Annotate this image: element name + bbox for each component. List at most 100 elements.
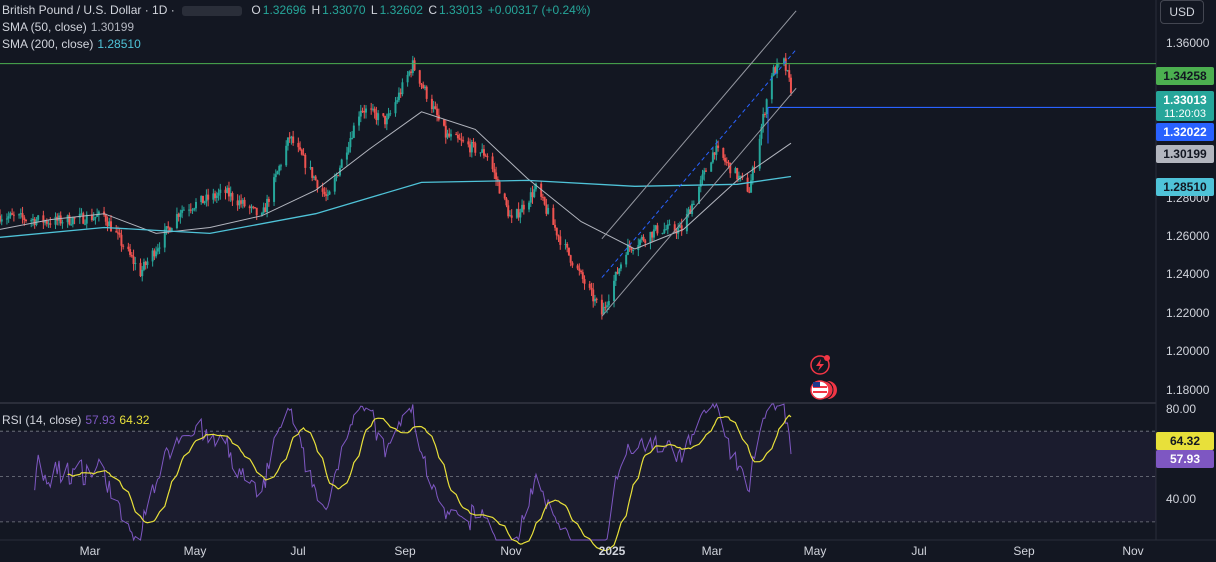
candle-body [299,147,302,150]
candle-body [205,194,208,202]
candle-body [179,212,182,217]
candle-body [533,189,536,198]
candle-body [410,71,413,73]
countdown-timer: 11:20:03 [1163,108,1206,120]
candle-body [345,152,348,160]
candle-body [540,183,543,197]
candle-body [96,214,99,217]
candle-body [737,175,740,180]
candle-body [193,208,196,210]
candle-body [592,289,595,302]
candle-body [531,192,534,198]
resistance-price-tag[interactable]: 1.34258 [1156,67,1214,85]
flash-event-icon[interactable] [810,355,830,375]
candle-body [432,106,435,110]
candle-body [278,166,281,172]
candle-body [264,207,267,213]
candle-body [640,236,643,240]
candle-body [82,213,85,224]
candle-body [328,191,331,195]
candle-body [522,204,525,210]
candle-body [521,204,524,213]
last-price-tag[interactable]: 1.33013 11:20:03 [1156,91,1214,121]
candle-body [252,206,255,208]
candle-body [191,209,194,211]
candle-body [44,220,47,223]
candle-body [729,162,732,174]
candle-body [132,256,135,264]
candle-body [491,156,494,170]
sma50-price-tag: 1.30199 [1156,145,1214,163]
candle-body [642,236,645,241]
candle-body [547,207,550,214]
candle-body [616,271,619,274]
candle-body [583,279,586,284]
candle-body [519,212,522,218]
candle-body [722,147,725,158]
candle-body [57,215,60,221]
candle-body [774,67,777,74]
candle-body [724,157,727,162]
sma200-legend-value: 1.28510 [97,37,141,51]
sma200-legend[interactable]: SMA (200, close) 1.28510 [2,37,141,51]
candle-body [377,113,380,121]
candle-body [607,301,610,306]
candle-body [25,220,28,222]
candle-body [458,138,461,140]
candle-body [73,217,76,219]
symbol-legend: British Pound / U.S. Dollar · 1D · O 1.32… [2,2,590,18]
candle-body [678,225,681,228]
candle-body [54,216,57,225]
candle-body [552,207,555,225]
candle-body [146,261,149,266]
candle-body [751,167,754,181]
candle-body [21,213,24,218]
candle-body [203,201,206,204]
candle-body [61,222,64,224]
candle-body [70,224,73,226]
candle-body [449,134,452,137]
rsi-legend[interactable]: RSI (14, close) 57.93 64.32 [2,413,150,427]
candle-body [460,139,463,141]
candle-body [382,113,385,116]
candle-body [606,305,609,307]
candle-body [413,60,416,71]
candle-body [644,240,647,243]
candle-body [578,268,581,271]
support-price-tag[interactable]: 1.32022 [1156,123,1214,141]
candle-body [422,84,425,89]
candle-body [349,138,352,148]
candle-body [90,214,93,221]
candle-body [739,175,742,177]
candle-body [229,193,232,197]
candle-body [323,191,326,195]
candle-body [462,140,465,142]
candle-body [66,215,69,223]
candle-body [163,229,166,248]
currency-button[interactable]: USD [1160,0,1204,24]
candle-body [455,134,458,136]
symbol-title[interactable]: British Pound / U.S. Dollar · 1D · [2,3,175,17]
candle-body [375,112,378,121]
rsi-value-tag: 57.93 [1156,450,1214,468]
candle-body [554,224,557,228]
sma50-legend[interactable]: SMA (50, close) 1.30199 [2,20,135,34]
candle-body [784,58,787,71]
rsi-pane [0,402,1156,552]
candle-body [652,229,655,238]
channel-median-line [601,49,797,278]
candle-body [266,198,269,213]
price-tick: 1.20000 [1166,344,1210,358]
candle-body [130,254,133,257]
candle-body [618,268,621,274]
candle-body [619,264,622,269]
time-label: Mar [79,544,101,558]
candle-body [588,283,591,288]
candle-body [363,110,366,113]
candle-body [373,108,376,113]
candle-body [215,195,218,199]
us-flag-event-icon[interactable] [810,380,837,400]
candle-body [772,67,775,76]
candle-body [760,126,763,139]
